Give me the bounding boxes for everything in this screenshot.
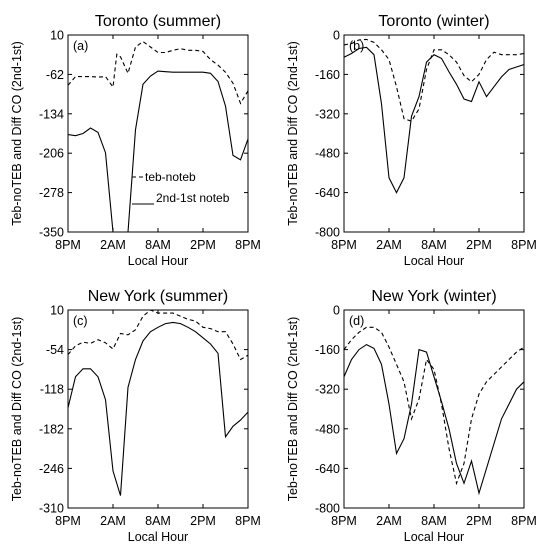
x-tick-label: 8AM bbox=[421, 514, 447, 528]
legend-entry: teb-noteb bbox=[145, 170, 196, 184]
series-line-2nd-1st-noteb bbox=[344, 343, 524, 496]
y-tick-label: -246 bbox=[39, 462, 64, 476]
panel-title: Toronto (summer) bbox=[95, 13, 221, 30]
x-tick-label: 8PM bbox=[331, 238, 357, 252]
panel-title: New York (winter) bbox=[371, 288, 496, 305]
y-tick-label: -480 bbox=[315, 147, 340, 161]
x-tick-label: 8AM bbox=[145, 238, 171, 252]
y-tick-label: -350 bbox=[39, 226, 64, 240]
y-tick-label: -640 bbox=[315, 462, 340, 476]
x-axis-label: Local Hour bbox=[404, 530, 464, 544]
x-axis-label: Local Hour bbox=[128, 254, 188, 268]
y-tick-label: 10 bbox=[50, 29, 64, 43]
y-tick-label: -206 bbox=[39, 147, 64, 161]
x-tick-label: 8PM bbox=[511, 514, 537, 528]
series-line-teb-noteb bbox=[344, 38, 524, 122]
y-tick-label: 0 bbox=[333, 29, 340, 43]
y-tick-label: -800 bbox=[315, 226, 340, 240]
y-tick-label: -310 bbox=[39, 502, 64, 516]
x-tick-label: 2AM bbox=[100, 238, 126, 252]
y-tick-label: -62 bbox=[46, 68, 64, 82]
x-tick-label: 2AM bbox=[376, 238, 402, 252]
x-tick-label: 8AM bbox=[145, 514, 171, 528]
y-tick-label: -160 bbox=[315, 343, 340, 357]
x-tick-label: 2PM bbox=[466, 238, 492, 252]
y-axis-label: Teb-noTEB and Diff CO (2nd-1st) bbox=[10, 41, 24, 226]
panel-label: (c) bbox=[73, 314, 88, 328]
x-tick-label: 8PM bbox=[511, 238, 537, 252]
x-tick-label: 8AM bbox=[421, 238, 447, 252]
legend-entry: 2nd-1st noteb bbox=[156, 191, 230, 205]
series-line-2nd-1st-noteb bbox=[68, 70, 248, 232]
x-tick-label: 8PM bbox=[55, 514, 81, 528]
panel-label: (d) bbox=[349, 314, 364, 328]
panel-label: (b) bbox=[349, 39, 364, 53]
x-axis-label: Local Hour bbox=[128, 530, 188, 544]
y-tick-label: -134 bbox=[39, 107, 64, 121]
series-line-teb-noteb bbox=[68, 40, 248, 105]
y-tick-label: -160 bbox=[315, 68, 340, 82]
x-tick-label: 2PM bbox=[190, 514, 216, 528]
panel-title: New York (summer) bbox=[88, 288, 228, 305]
y-tick-label: 0 bbox=[333, 304, 340, 318]
y-tick-label: -480 bbox=[315, 422, 340, 436]
x-tick-label: 8PM bbox=[235, 238, 261, 252]
series-line-2nd-1st-noteb bbox=[344, 46, 524, 194]
x-tick-label: 8PM bbox=[331, 514, 357, 528]
x-tick-label: 2AM bbox=[100, 514, 126, 528]
y-tick-label: -54 bbox=[46, 343, 64, 357]
x-tick-label: 8PM bbox=[235, 514, 261, 528]
panel-label: (a) bbox=[73, 39, 88, 53]
y-tick-label: -320 bbox=[315, 107, 340, 121]
y-axis-label: Teb-noTEB and Diff CO (2nd-1st) bbox=[286, 41, 300, 226]
y-tick-label: -640 bbox=[315, 186, 340, 200]
series-line-2nd-1st-noteb bbox=[68, 321, 248, 496]
x-tick-label: 2PM bbox=[466, 514, 492, 528]
x-axis-label: Local Hour bbox=[404, 254, 464, 268]
panel-title: Toronto (winter) bbox=[378, 13, 489, 30]
y-tick-label: -182 bbox=[39, 422, 64, 436]
y-tick-label: 10 bbox=[50, 304, 64, 318]
y-axis-label: Teb-noTEB and Diff CO (2nd-1st) bbox=[286, 317, 300, 502]
legend: teb-noteb 2nd-1st noteb bbox=[132, 170, 230, 205]
x-tick-label: 2PM bbox=[190, 238, 216, 252]
series-line-teb-noteb bbox=[344, 326, 524, 486]
x-tick-label: 2AM bbox=[376, 514, 402, 528]
y-tick-label: -118 bbox=[40, 383, 64, 397]
y-tick-label: -800 bbox=[315, 502, 340, 516]
y-tick-label: -320 bbox=[315, 383, 340, 397]
x-tick-label: 8PM bbox=[55, 238, 81, 252]
y-axis-label: Teb-noTEB and Diff CO (2nd-1st) bbox=[10, 317, 24, 502]
y-tick-label: -278 bbox=[39, 186, 64, 200]
